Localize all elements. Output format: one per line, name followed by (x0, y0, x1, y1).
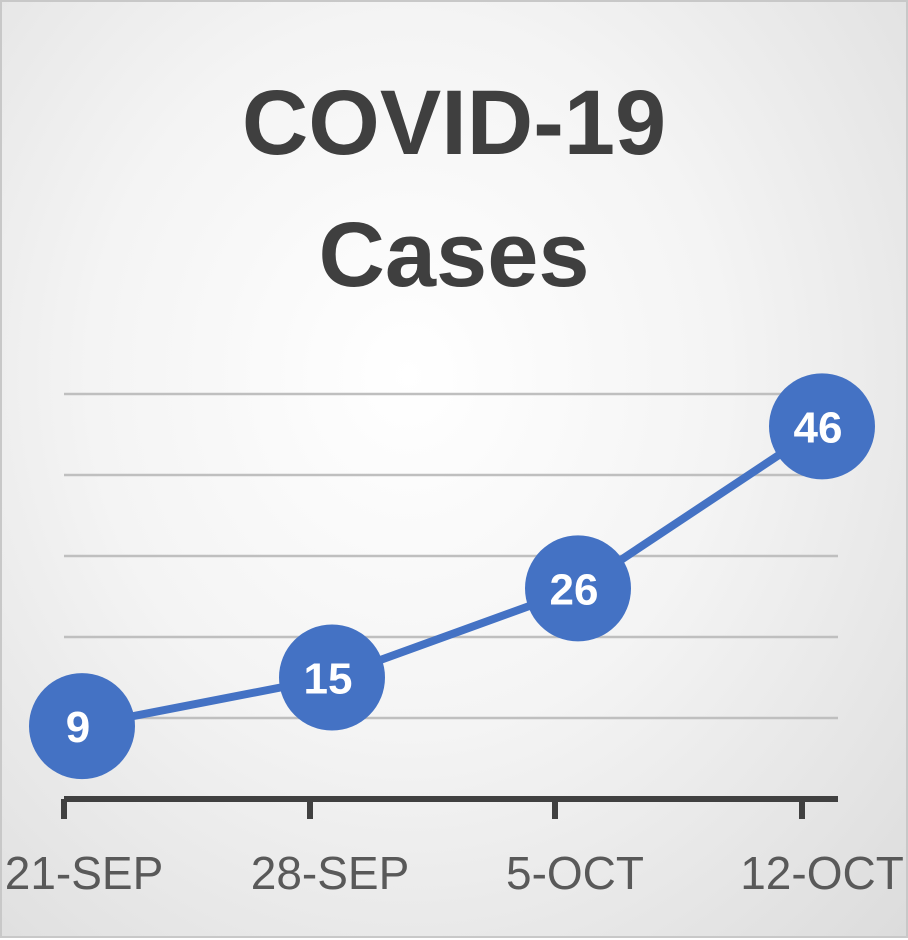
data-point (29, 673, 135, 780)
data-label: 26 (550, 565, 599, 614)
data-point (525, 535, 631, 642)
chart-title-line-1: COVID-19 (242, 72, 666, 174)
x-tick-label: 28-SEP (251, 847, 410, 899)
data-point (769, 373, 875, 480)
series-layer: 9 15 26 46 (29, 373, 875, 780)
x-tick-label: 5-OCT (506, 847, 644, 899)
x-axis (61, 796, 838, 819)
chart-title-line-2: Cases (318, 204, 589, 306)
data-label: 46 (794, 403, 843, 452)
data-point (279, 624, 385, 731)
tick-labels: 21-SEP 28-SEP 5-OCT 12-OCT (5, 847, 904, 899)
x-tick-label: 21-SEP (5, 847, 164, 899)
series-line (81, 423, 825, 731)
x-tick-label: 12-OCT (740, 847, 904, 899)
data-label: 9 (66, 703, 90, 752)
gridlines (64, 392, 838, 720)
data-label: 15 (304, 655, 353, 704)
